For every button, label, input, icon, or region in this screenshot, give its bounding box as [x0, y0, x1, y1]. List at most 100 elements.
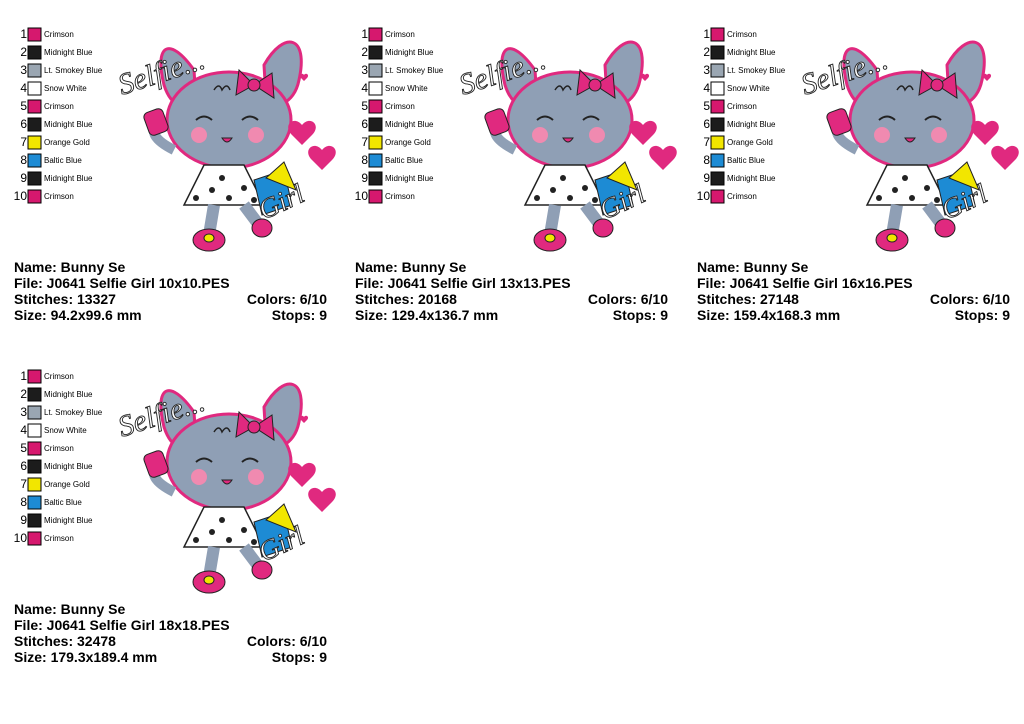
- color-number: 1: [703, 27, 710, 41]
- color-name: Orange Gold: [44, 138, 90, 147]
- color-swatch: [27, 27, 42, 42]
- color-name: Midnight Blue: [44, 174, 93, 183]
- color-number: 4: [20, 423, 27, 437]
- color-name: Crimson: [44, 102, 74, 111]
- color-name: Snow White: [385, 84, 428, 93]
- color-number: 9: [361, 171, 368, 185]
- color-number: 9: [20, 171, 27, 185]
- color-swatch: [710, 135, 725, 150]
- color-name: Midnight Blue: [727, 48, 776, 57]
- info-colors-used: Colors: 6/10: [247, 633, 327, 649]
- design-artwork: Selfie...Girl: [114, 42, 336, 251]
- design-panel: 1 Crimson 2 Midnight Blue 3 Lt. Smokey Blue 4 S…: [355, 27, 677, 323]
- color-swatch: [710, 27, 725, 42]
- color-name: Crimson: [44, 444, 74, 453]
- info-stitches: Stitches: 27148: [697, 291, 799, 307]
- design-panel: 1 Crimson 2 Midnight Blue 3 Lt. Smokey Blue 4 S…: [697, 27, 1019, 323]
- color-name: Crimson: [385, 102, 415, 111]
- info-stops: Stops: 9: [955, 307, 1010, 323]
- info-size: Size: 94.2x99.6 mm: [14, 307, 142, 323]
- color-number: 3: [20, 63, 27, 77]
- color-number: 7: [361, 135, 368, 149]
- color-swatch: [27, 189, 42, 204]
- color-name: Orange Gold: [44, 480, 90, 489]
- color-swatch: [27, 423, 42, 438]
- color-name: Orange Gold: [727, 138, 773, 147]
- info-stops: Stops: 9: [272, 649, 327, 665]
- color-number: 2: [361, 45, 368, 59]
- color-name: Orange Gold: [385, 138, 431, 147]
- color-name: Midnight Blue: [44, 48, 93, 57]
- info-stops: Stops: 9: [613, 307, 668, 323]
- color-swatch: [27, 117, 42, 132]
- color-number: 9: [20, 513, 27, 527]
- info-name: Name: Bunny Se: [14, 601, 125, 617]
- color-swatch: [27, 495, 42, 510]
- color-number: 7: [20, 477, 27, 491]
- color-swatch: [710, 117, 725, 132]
- color-number: 8: [20, 495, 27, 509]
- info-stitches: Stitches: 13327: [14, 291, 116, 307]
- info-colors-used: Colors: 6/10: [930, 291, 1010, 307]
- color-swatch: [368, 81, 383, 96]
- info-colors-used: Colors: 6/10: [588, 291, 668, 307]
- design-artwork: Selfie...Girl: [114, 384, 336, 593]
- color-name: Lt. Smokey Blue: [727, 66, 786, 75]
- color-swatch: [368, 153, 383, 168]
- color-swatch: [27, 531, 42, 546]
- color-number: 8: [703, 153, 710, 167]
- color-swatch: [27, 369, 42, 384]
- color-number: 7: [20, 135, 27, 149]
- info-colors-used: Colors: 6/10: [247, 291, 327, 307]
- color-swatch: [710, 99, 725, 114]
- color-name: Midnight Blue: [727, 120, 776, 129]
- color-swatch: [27, 387, 42, 402]
- color-swatch: [27, 459, 42, 474]
- color-number: 2: [20, 387, 27, 401]
- color-swatch: [710, 153, 725, 168]
- color-number: 5: [20, 441, 27, 455]
- info-size: Size: 159.4x168.3 mm: [697, 307, 840, 323]
- color-name: Midnight Blue: [44, 462, 93, 471]
- color-name: Crimson: [44, 30, 74, 39]
- design-artwork: Selfie...Girl: [797, 42, 1019, 251]
- color-number: 6: [20, 459, 27, 473]
- color-swatch: [27, 513, 42, 528]
- color-swatch: [27, 99, 42, 114]
- color-number: 5: [361, 99, 368, 113]
- color-swatch: [368, 135, 383, 150]
- info-name: Name: Bunny Se: [355, 259, 466, 275]
- color-name: Midnight Blue: [44, 516, 93, 525]
- color-number: 1: [361, 27, 368, 41]
- color-name: Midnight Blue: [44, 120, 93, 129]
- color-number: 3: [703, 63, 710, 77]
- info-stitches: Stitches: 32478: [14, 633, 116, 649]
- info-file: File: J0641 Selfie Girl 13x13.PES: [355, 275, 571, 291]
- color-number: 4: [361, 81, 368, 95]
- color-number: 2: [20, 45, 27, 59]
- color-name: Midnight Blue: [727, 174, 776, 183]
- color-name: Midnight Blue: [385, 48, 434, 57]
- info-name: Name: Bunny Se: [697, 259, 808, 275]
- color-number: 3: [20, 405, 27, 419]
- color-number: 6: [20, 117, 27, 131]
- color-swatch: [368, 117, 383, 132]
- color-number: 1: [20, 369, 27, 383]
- color-swatch: [27, 441, 42, 456]
- info-size: Size: 129.4x136.7 mm: [355, 307, 498, 323]
- color-swatch: [368, 45, 383, 60]
- info-stitches: Stitches: 20168: [355, 291, 457, 307]
- color-swatch: [27, 81, 42, 96]
- color-number: 10: [14, 189, 28, 203]
- design-panel: 1 Crimson 2 Midnight Blue 3 Lt. Smokey Blue 4 S…: [14, 369, 336, 665]
- info-stops: Stops: 9: [272, 307, 327, 323]
- color-swatch: [27, 477, 42, 492]
- color-swatch: [368, 171, 383, 186]
- color-name: Snow White: [44, 84, 87, 93]
- color-name: Crimson: [727, 192, 757, 201]
- color-swatch: [27, 405, 42, 420]
- info-file: File: J0641 Selfie Girl 10x10.PES: [14, 275, 230, 291]
- color-name: Crimson: [385, 30, 415, 39]
